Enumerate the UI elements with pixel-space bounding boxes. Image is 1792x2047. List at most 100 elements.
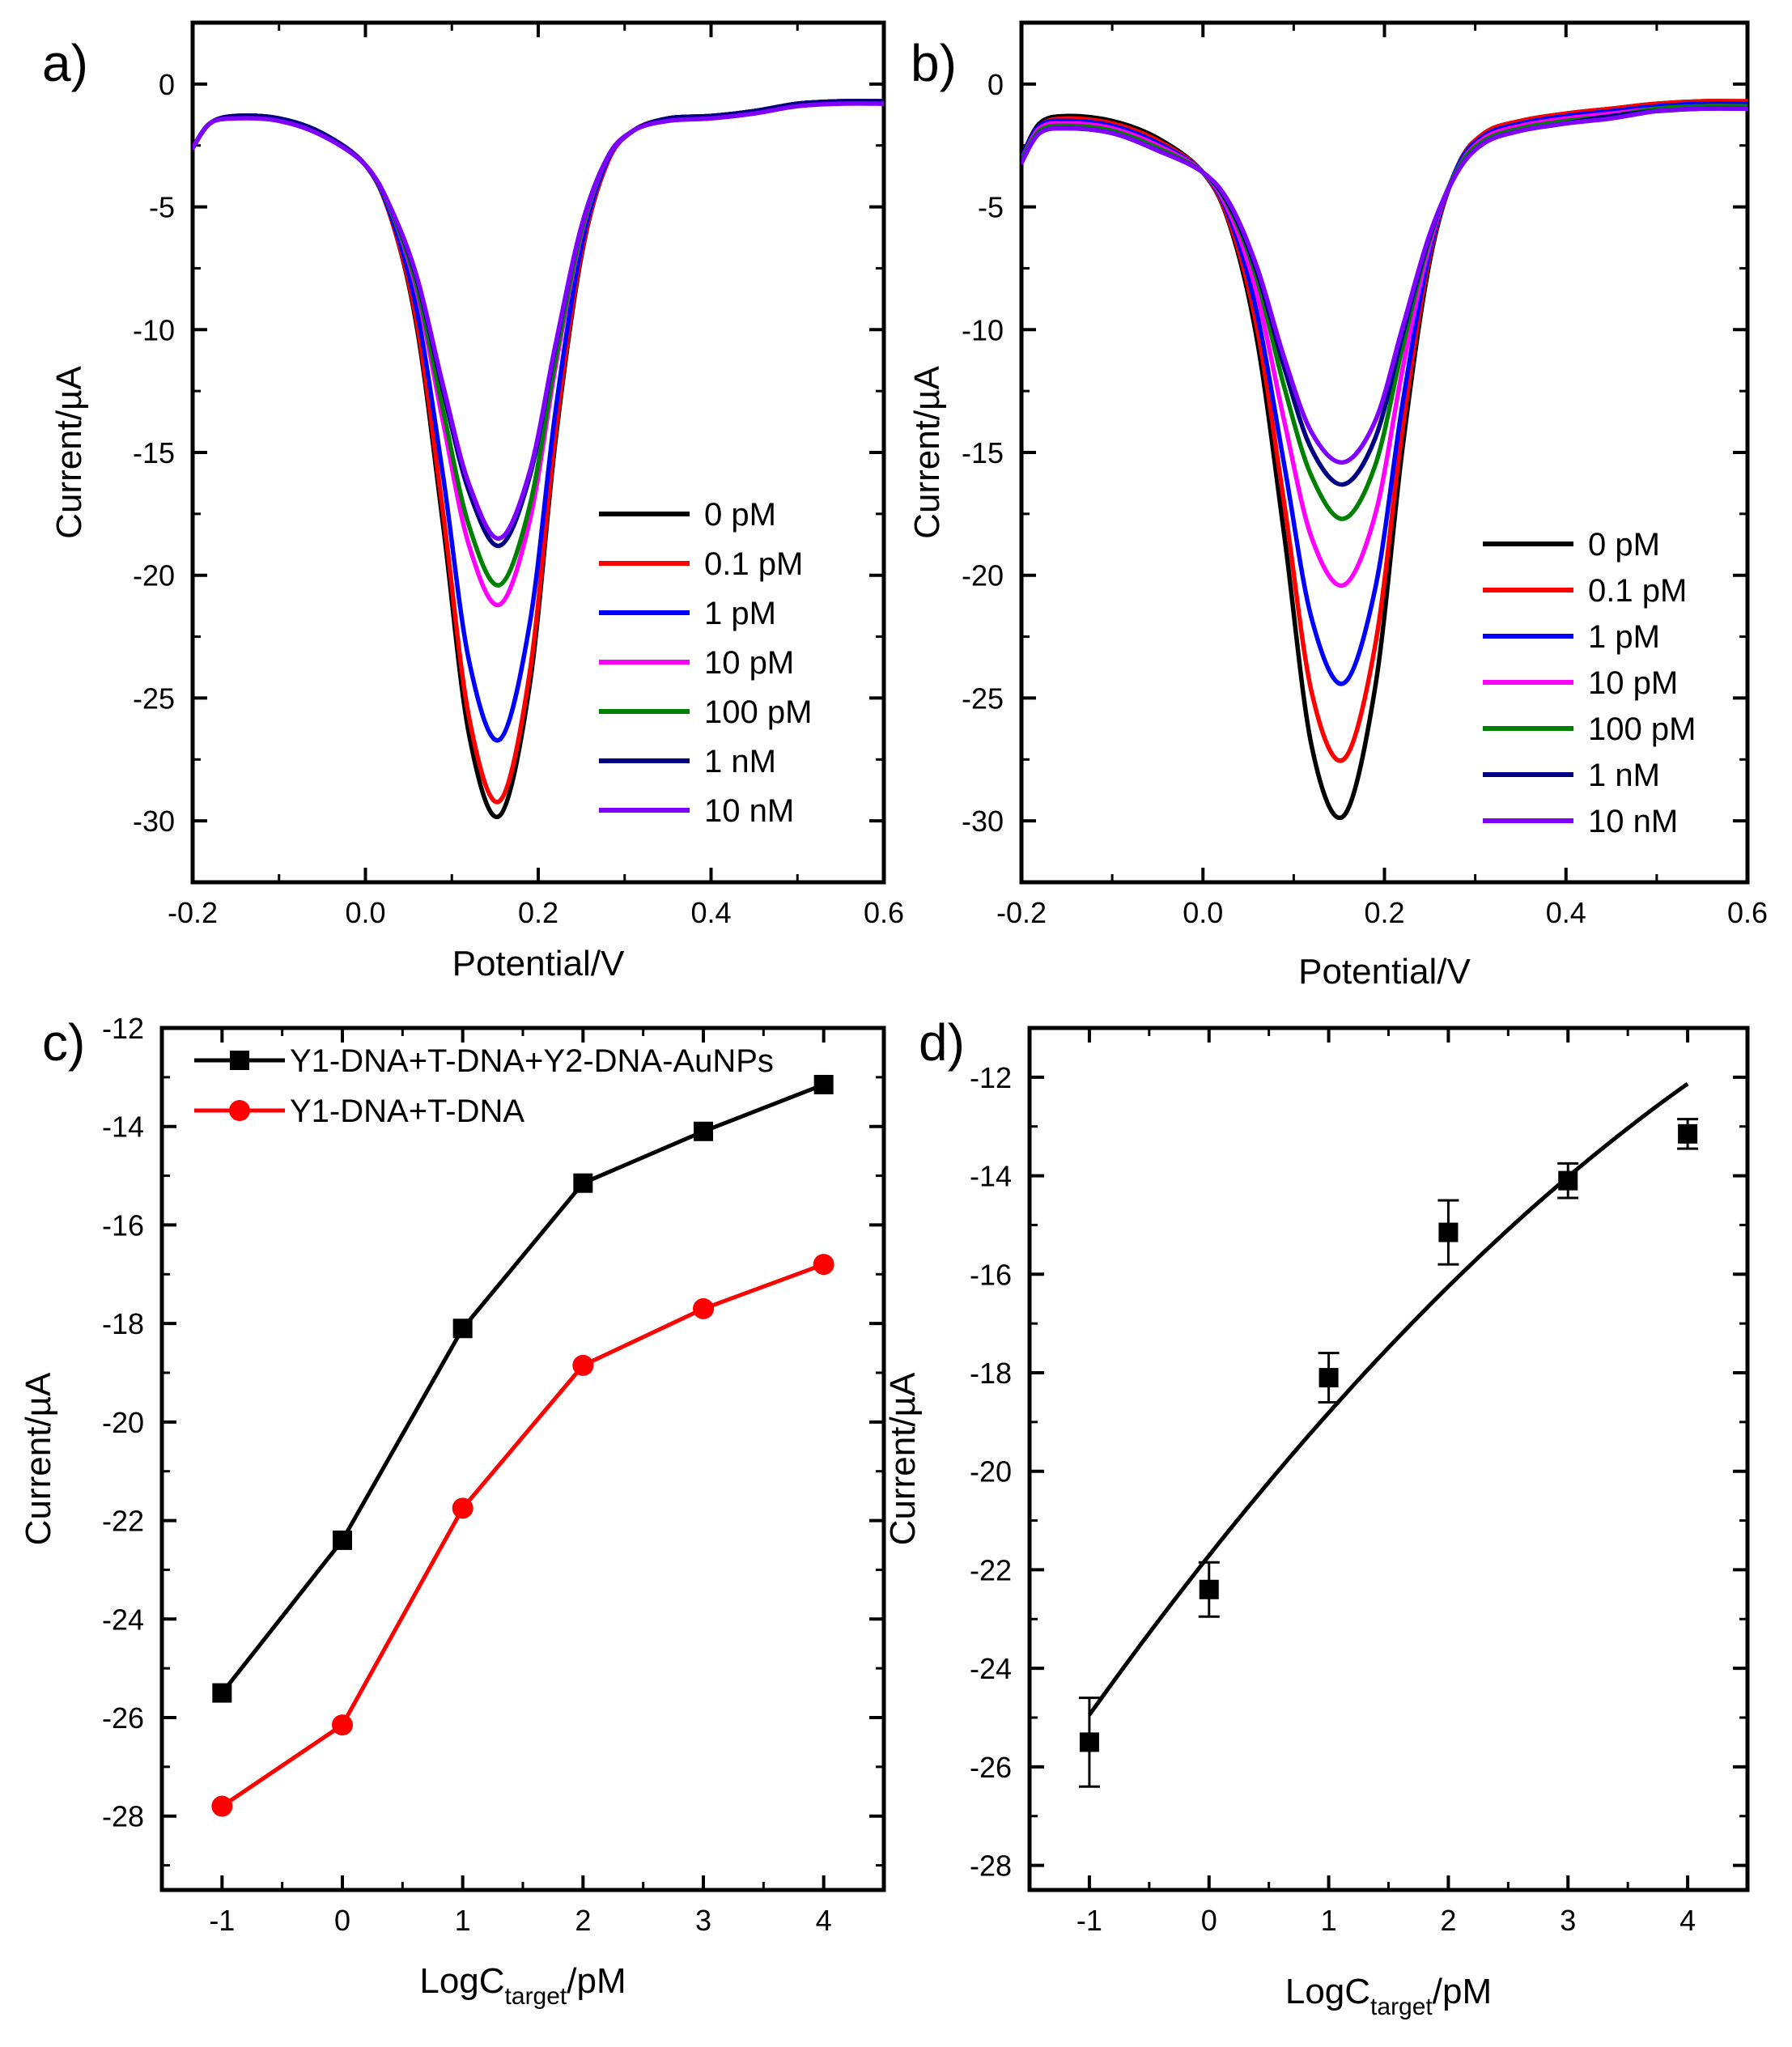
x-axis-label-main: LogC [1285, 1972, 1370, 2011]
series-line-0 [220, 1082, 825, 1695]
data-point-circle [693, 1297, 714, 1319]
legend-marker [229, 1100, 250, 1121]
x-tick-label: 2 [1440, 1904, 1456, 1937]
legend-label: 0.1 pM [1588, 573, 1687, 609]
y-tick-label: -28 [102, 1800, 144, 1833]
x-axis-label-sub: target [1370, 1994, 1433, 2020]
data-point-circle [572, 1354, 594, 1376]
panel-label: c) [42, 1013, 85, 1072]
data-point-circle [332, 1714, 353, 1736]
x-axis-label-sub: target [505, 1983, 567, 2010]
panel-label: b) [911, 34, 957, 92]
legend-label: 0.1 pM [704, 546, 803, 582]
y-axis-label: Current/µA [19, 1372, 58, 1545]
x-tick-label: 3 [695, 1904, 711, 1937]
x-tick-label: 1 [455, 1904, 471, 1937]
x-tick-label: 4 [816, 1904, 832, 1937]
panel-a: a) -0.2 0.0 0.2 0.4 0.6 0 -5 -10 -15 -20 -25 -30 Pote… [42, 20, 904, 983]
y-tick-label: -14 [970, 1160, 1012, 1193]
data-point-square [452, 1319, 473, 1339]
x-tick-label: -0.2 [168, 896, 218, 929]
y-tick-label: -20 [962, 559, 1004, 592]
x-tick-label: -0.2 [996, 896, 1047, 929]
series-line-1-nM [193, 99, 884, 549]
x-tick-label: 0.4 [690, 896, 731, 929]
y-tick-label: -14 [102, 1111, 144, 1144]
y-tick-label: -24 [970, 1652, 1012, 1685]
x-tick-label: 0.0 [1183, 896, 1223, 929]
data-point-circle [813, 1254, 834, 1276]
y-tick-label: -20 [970, 1455, 1012, 1489]
x-tick-label: 0.0 [345, 896, 385, 929]
y-tick-label: -16 [970, 1258, 1012, 1291]
legend-label: 10 nM [704, 793, 794, 829]
legend-label: 0 pM [704, 497, 776, 533]
y-axis-label: Current/µA [883, 1372, 923, 1545]
series-line-10-pM [1021, 104, 1747, 588]
data-point-square [1678, 1123, 1698, 1144]
y-tick-label: -30 [962, 805, 1004, 838]
panel-b: b) -0.2 0.0 0.2 0.4 0.6 0 -5 -10 -15 -20 -25 -30 Pote… [907, 20, 1768, 992]
legend-marker [230, 1051, 249, 1070]
data-point-square [333, 1530, 352, 1550]
x-axis-label: LogCtarget/pM [419, 1961, 626, 2010]
x-tick-label: 2 [575, 1904, 591, 1937]
x-axis-label-tail: /pM [1433, 1972, 1492, 2011]
y-tick-label: 0 [159, 68, 175, 101]
y-tick-label: -20 [133, 559, 175, 592]
y-tick-label: -20 [102, 1406, 144, 1439]
series-line-100-pM [193, 99, 884, 588]
y-tick-label: -12 [970, 1061, 1012, 1094]
legend: 0 pM 0.1 pM 1 pM 10 pM 100 pM 1 nM 10 nM [1483, 527, 1696, 839]
y-tick-label: -18 [970, 1357, 1012, 1390]
legend-label: 10 nM [1588, 804, 1678, 839]
legend-label: 100 pM [704, 694, 812, 730]
series-line-1 [220, 1262, 825, 1808]
x-tick-label: 0.4 [1546, 896, 1586, 929]
y-tick-label: -5 [978, 191, 1004, 224]
plot-frame [1027, 1026, 1750, 1892]
x-tick-label: 3 [1560, 1904, 1576, 1937]
x-tick-label: 0 [1201, 1904, 1217, 1937]
legend-label: 1 nM [704, 744, 776, 779]
plot-frame [1019, 20, 1750, 885]
series-line-100-pM [1021, 104, 1747, 521]
data-point-circle [211, 1795, 233, 1817]
y-tick-label: -28 [970, 1850, 1012, 1883]
data-point-square [1438, 1222, 1459, 1242]
series-line-10-nM [1021, 106, 1747, 465]
legend-label: Y1-DNA+T-DNA+Y2-DNA-AuNPs [290, 1043, 774, 1079]
legend-label: 10 pM [1588, 665, 1678, 701]
y-tick-label: -24 [102, 1603, 144, 1636]
data-point-square [212, 1683, 232, 1703]
x-tick-label: 0.6 [1727, 896, 1768, 929]
y-axis-label: Current/µA [49, 366, 89, 539]
x-tick-label: 0 [334, 1904, 350, 1937]
legend-label: 1 pM [704, 596, 776, 631]
x-tick-label: 0.2 [1364, 896, 1404, 929]
panel-d: d) -1 0 1 2 3 4 -12 -14 -16 -18 -20 -22 -24 -26 -28 LogC… [883, 1013, 1750, 2020]
panel-c: c) -1 0 1 2 3 4 -12 -14 -16 -18 -20 -22 -24 -26 -28 LogC… [19, 1012, 886, 2010]
data-point-square [694, 1121, 713, 1141]
legend-label: 10 pM [704, 645, 794, 681]
y-tick-label: -26 [102, 1701, 144, 1735]
legend-label: 1 pM [1588, 619, 1660, 655]
y-tick-label: -12 [102, 1012, 144, 1045]
y-tick-label: -26 [970, 1751, 1012, 1784]
x-tick-label: -1 [209, 1904, 235, 1937]
y-tick-label: -15 [962, 436, 1004, 469]
data-point-square [1558, 1170, 1578, 1191]
panel-label: d) [919, 1013, 965, 1072]
x-axis-label-main: LogC [419, 1961, 504, 2001]
y-tick-label: -30 [133, 805, 175, 838]
x-axis-label: Potential/V [1298, 952, 1471, 992]
y-tick-label: -10 [962, 313, 1004, 346]
legend: Y1-DNA+T-DNA+Y2-DNA-AuNPs Y1-DNA+T-DNA [194, 1043, 774, 1129]
y-tick-label: 0 [987, 68, 1004, 101]
legend-label: 0 pM [1588, 527, 1660, 563]
legend-label: 1 nM [1588, 758, 1660, 793]
series-line-10-nM [193, 101, 884, 541]
series-line-10-pM [193, 99, 884, 608]
legend-label: 100 pM [1588, 711, 1696, 747]
